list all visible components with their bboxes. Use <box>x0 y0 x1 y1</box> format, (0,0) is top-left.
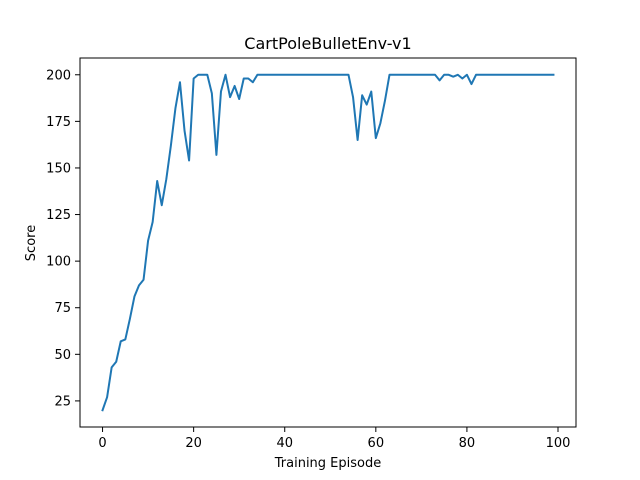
x-tick-label: 100 <box>546 436 571 451</box>
y-tick-label: 150 <box>46 161 71 176</box>
y-tick-label: 25 <box>54 394 71 409</box>
x-tick-label: 40 <box>276 436 293 451</box>
x-tick-label: 60 <box>368 436 385 451</box>
y-tick-label: 50 <box>54 348 71 363</box>
x-tick-label: 20 <box>185 436 202 451</box>
series-line-0 <box>101 73 555 412</box>
y-axis-label: Score <box>24 225 39 261</box>
y-axis: 25 50 75 100 125 150 175 200 <box>46 68 80 409</box>
y-tick-label: 100 <box>46 255 71 270</box>
y-tick-label: 125 <box>46 208 71 223</box>
y-tick-label: 175 <box>46 115 71 130</box>
x-tick-label: 80 <box>459 436 476 451</box>
x-axis-label: Training Episode <box>274 456 381 471</box>
y-tick-label: 200 <box>46 68 71 83</box>
chart-title: CartPoleBulletEnv-v1 <box>244 34 411 53</box>
plot-frame <box>79 57 577 428</box>
series-layer <box>101 73 555 412</box>
y-tick-label: 75 <box>54 301 71 316</box>
x-axis: 0 20 40 60 80 100 <box>98 427 570 451</box>
x-tick-label: 0 <box>98 436 106 451</box>
plot-area <box>79 57 577 428</box>
